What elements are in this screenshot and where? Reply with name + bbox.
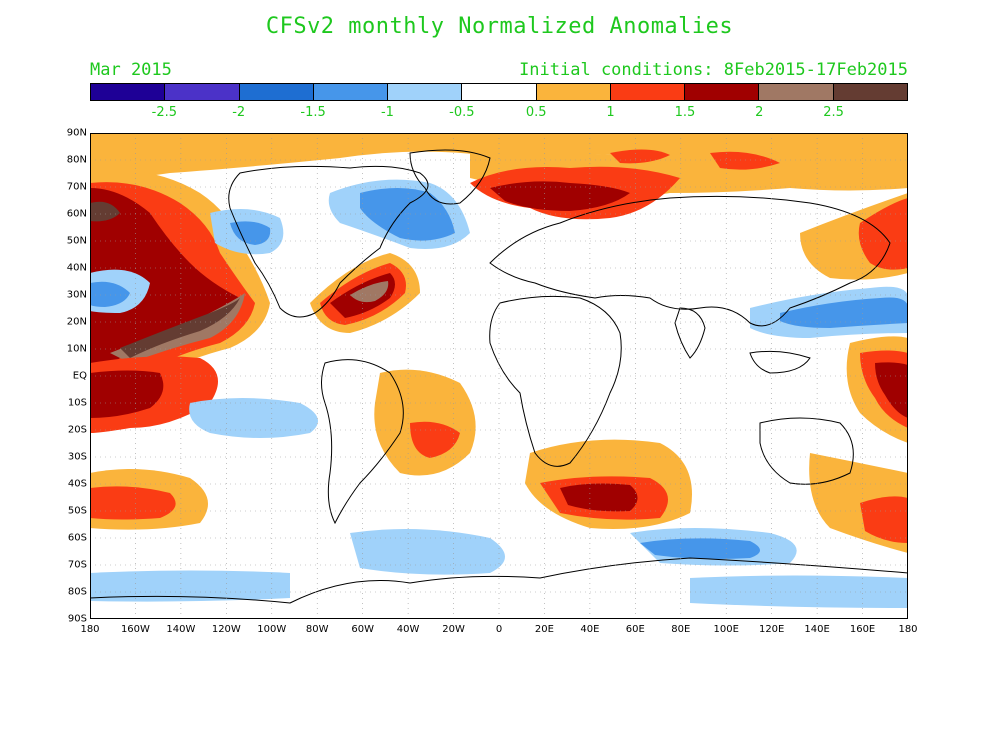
colorbar-swatch (91, 84, 166, 100)
colorbar (90, 83, 908, 101)
colorbar-tick-label: -2 (232, 105, 246, 120)
colorbar-swatch (759, 84, 834, 100)
latitude-label: 30S (67, 451, 87, 463)
anomaly-region (90, 570, 290, 602)
latitude-label: 70N (66, 181, 87, 193)
colorbar-swatch (685, 84, 760, 100)
anomaly-region (858, 198, 908, 270)
anomaly-region (640, 538, 760, 559)
anomaly-region (490, 181, 630, 211)
latitude-label: 40N (66, 262, 87, 274)
longitude-label: 160E (849, 624, 876, 635)
latitude-label: 70S (67, 559, 87, 571)
colorbar-tick-label: 0.5 (525, 105, 547, 120)
colorbar-tick-label: -1.5 (300, 105, 326, 120)
anomaly-region (780, 297, 908, 328)
longitude-label: 180 (80, 624, 100, 635)
latitude-label: 50N (66, 235, 87, 247)
anomaly-region (90, 201, 120, 222)
longitude-label: 0 (495, 624, 503, 635)
anomaly-region (860, 496, 908, 543)
longitude-label: 100W (257, 624, 287, 635)
latitude-label: 20S (67, 424, 87, 436)
anomaly-region (120, 298, 240, 358)
map-svg (90, 133, 908, 619)
anomaly-region (350, 529, 505, 575)
latitude-label: 90N (66, 127, 87, 139)
anomaly-region (189, 398, 318, 438)
graticule (90, 133, 908, 619)
longitude-label: 120E (758, 624, 785, 635)
longitude-label: 160W (120, 624, 150, 635)
coastlines (90, 149, 908, 604)
colorbar-swatch (610, 84, 686, 100)
colorbar-swatch (462, 84, 537, 100)
anomaly-region (690, 575, 908, 608)
longitude-label: 80W (305, 624, 329, 635)
latitude-label: 60N (66, 208, 87, 220)
anomaly-region (360, 188, 455, 241)
anomaly-region (90, 486, 176, 520)
latitude-label: 90S (67, 613, 87, 625)
latitude-label: EQ (72, 370, 87, 382)
colorbar-swatch (165, 84, 240, 100)
longitude-label: 140W (166, 624, 196, 635)
longitude-label: 60W (351, 624, 374, 635)
colorbar-swatch (833, 84, 907, 100)
map-border (90, 133, 908, 619)
colorbar-tick-label: 1 (606, 105, 615, 120)
anomaly-region (90, 281, 130, 307)
forecast-month: Mar 2015 (90, 60, 172, 80)
latitude-label: 30N (66, 289, 87, 301)
colorbar-tick-label: -1 (380, 105, 394, 120)
longitude-label: 120W (211, 624, 241, 635)
colorbar-tick-label: 2 (755, 105, 764, 120)
anomaly-region (560, 483, 638, 512)
latitude-label: 40S (67, 478, 87, 490)
colorbar-swatch (239, 84, 314, 100)
colorbar-swatch (388, 84, 463, 100)
colorbar-tick-label: -2.5 (151, 105, 178, 120)
latitude-label: 60S (67, 532, 87, 544)
longitude-label: 60E (625, 624, 645, 635)
longitude-label: 180 (898, 624, 918, 635)
colorbar-swatch (313, 84, 389, 100)
chart-title: CFSv2 monthly Normalized Anomalies (265, 14, 734, 39)
longitude-label: 80E (671, 624, 691, 635)
anomaly-region (410, 421, 460, 458)
colorbar-tick-label: 2.5 (823, 105, 844, 120)
latitude-label: 10S (67, 397, 87, 409)
longitude-label: 20W (442, 624, 465, 635)
latitude-label: 80S (67, 586, 87, 598)
longitude-label: 40E (580, 624, 600, 635)
colorbar-swatch (536, 84, 611, 100)
colorbar-tick-label: 1.5 (674, 105, 696, 120)
longitude-label: 140E (804, 624, 830, 635)
anomaly-region (710, 151, 780, 170)
longitude-label: 40W (396, 624, 420, 635)
latitude-label: 10N (66, 343, 87, 355)
longitude-label: 20E (534, 624, 554, 635)
initial-conditions: Initial conditions: 8Feb2015-17Feb2015 (519, 60, 908, 80)
anomaly-region (90, 370, 164, 418)
anomaly-region (350, 281, 389, 303)
latitude-label: 20N (66, 316, 87, 328)
anomaly-map (90, 133, 908, 619)
longitude-label: 100E (713, 624, 739, 635)
anomaly-region (90, 133, 908, 188)
latitude-label: 80N (66, 154, 87, 166)
latitude-label: 50S (67, 505, 87, 517)
colorbar-tick-label: -0.5 (449, 105, 475, 120)
anomaly-region (230, 221, 271, 245)
anomaly-region (875, 362, 908, 418)
